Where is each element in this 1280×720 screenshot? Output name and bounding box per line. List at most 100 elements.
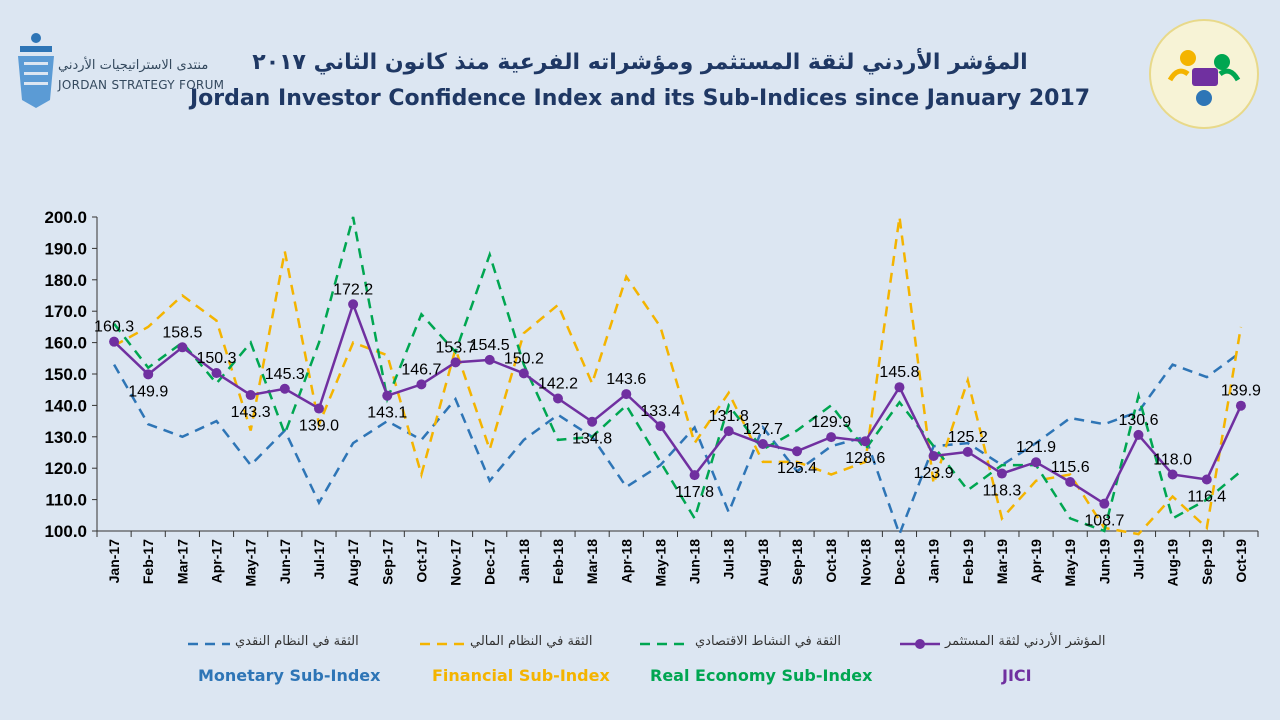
x-tick-label: Jan-18 [516, 539, 532, 584]
jici-point [689, 470, 700, 481]
x-tick-label: Jan-17 [106, 539, 122, 584]
jici-point [587, 416, 598, 427]
y-tick-label: 110.0 [45, 491, 87, 510]
jici-logo [1148, 18, 1260, 130]
data-label: 143.6 [606, 371, 646, 388]
data-label: 160.3 [94, 319, 134, 336]
x-tick-label: Sep-17 [379, 539, 395, 585]
jici-point [109, 336, 120, 347]
data-label: 125.4 [777, 460, 817, 477]
jici-point [1031, 457, 1042, 468]
data-label: 128.6 [845, 450, 885, 467]
data-label: 133.4 [640, 403, 680, 420]
x-tick-label: Oct-19 [1233, 539, 1249, 583]
jici-point [552, 393, 563, 404]
x-tick-label: Dec-18 [891, 539, 907, 585]
x-tick-label: Nov-18 [857, 539, 873, 586]
x-tick-label: Oct-18 [823, 539, 839, 583]
jici-point [860, 436, 871, 447]
series-line-3 [113, 300, 1243, 506]
jici-point [484, 354, 495, 365]
data-label: 153.7 [436, 339, 476, 356]
y-tick-label: 120.0 [44, 459, 87, 478]
jici-point [1099, 498, 1110, 509]
jici-point [1065, 477, 1076, 488]
jici-point [792, 446, 803, 457]
y-tick-label: 140.0 [44, 396, 87, 415]
data-label: 116.4 [1187, 489, 1226, 506]
jici-point [518, 368, 529, 379]
data-label: 131.8 [709, 408, 749, 425]
data-label: 154.5 [470, 337, 510, 354]
x-tick-label: Jun-19 [1096, 539, 1112, 584]
jici-point [348, 299, 359, 310]
jici-point [928, 450, 939, 461]
jici-point [177, 342, 188, 353]
x-tick-label: May-17 [243, 539, 259, 587]
x-tick-label: Feb-19 [960, 539, 976, 584]
data-label: 123.9 [914, 465, 954, 482]
chart-title-en: Jordan Investor Confidence Index and its… [189, 86, 1091, 111]
x-tick-label: Aug-19 [1165, 539, 1181, 587]
x-tick-label: Aug-18 [755, 539, 771, 587]
data-label: 118.0 [1153, 451, 1192, 468]
y-tick-label: 180.0 [44, 271, 87, 290]
jici-point [143, 369, 154, 380]
y-tick-label: 160.0 [44, 334, 87, 353]
legend-swatch-marker [915, 639, 925, 649]
series-line-1 [113, 216, 1243, 536]
data-label: 150.3 [196, 350, 236, 367]
jici-point [621, 389, 632, 400]
data-label: 125.2 [948, 429, 988, 446]
x-tick-label: Apr-17 [209, 539, 225, 584]
jici-point [826, 432, 837, 443]
x-tick-label: Sep-18 [789, 539, 805, 585]
legend-label-en-jici: JICI [1002, 666, 1032, 685]
x-tick-label: Nov-17 [448, 539, 464, 586]
jici-point [757, 439, 768, 450]
y-tick-label: 200.0 [44, 208, 87, 227]
x-tick-label: May-19 [1062, 539, 1078, 587]
y-tick-label: 100.0 [44, 522, 87, 541]
data-label: 139.9 [1221, 383, 1261, 400]
x-tick-label: Jan-19 [926, 539, 942, 584]
series-line-0 [113, 350, 1242, 538]
y-tick-label: 170.0 [44, 302, 87, 321]
jici-point [279, 383, 290, 394]
legend-label-ar-financial: الثقة في النظام المالي [470, 634, 593, 649]
data-label: 130.6 [1118, 412, 1158, 429]
jsf-emblem-icon [18, 33, 54, 108]
data-label: 129.9 [811, 414, 851, 431]
data-label: 142.2 [538, 375, 578, 392]
x-tick-label: Mar-19 [994, 539, 1010, 584]
data-label: 143.3 [231, 404, 271, 421]
legend-label-en-real: Real Economy Sub-Index [650, 666, 873, 685]
data-label: 127.7 [743, 421, 783, 438]
data-label: 149.9 [128, 383, 168, 400]
x-tick-label: Apr-18 [618, 539, 634, 584]
data-label: 145.3 [265, 366, 305, 383]
x-tick-label: Jun-17 [277, 539, 293, 584]
x-tick-label: Mar-18 [584, 539, 600, 584]
jici-point [962, 446, 973, 457]
jici-point [1201, 474, 1212, 485]
data-label: 172.2 [333, 281, 373, 298]
jici-point [1167, 469, 1178, 480]
jici-point [382, 390, 393, 401]
y-tick-label: 150.0 [44, 365, 87, 384]
data-label: 143.1 [367, 405, 407, 422]
x-tick-label: Apr-19 [1028, 539, 1044, 584]
data-label: 158.5 [162, 324, 202, 341]
jici-point [894, 382, 905, 393]
x-tick-label: Sep-19 [1199, 539, 1215, 585]
data-label: 117.8 [675, 484, 714, 501]
y-tick-label: 130.0 [44, 428, 87, 447]
y-tick-label: 190.0 [44, 239, 87, 258]
data-label: 118.3 [982, 483, 1021, 500]
x-tick-label: Dec-17 [482, 539, 498, 585]
legend-label-ar-jici: المؤشر الأردني لثقة المستثمر [945, 634, 1106, 649]
jici-point [211, 368, 222, 379]
legend-label-ar-monetary: الثقة في النظام النقدي [235, 634, 359, 649]
series-line-2 [113, 216, 1242, 533]
jici-point [245, 390, 256, 401]
